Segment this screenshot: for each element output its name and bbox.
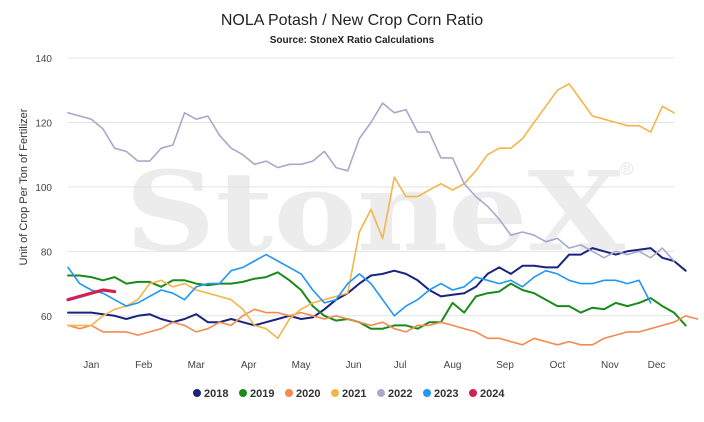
legend-marker-2018 xyxy=(193,389,201,397)
x-tick-label: Dec xyxy=(648,360,666,371)
chart-title: NOLA Potash / New Crop Corn Ratio xyxy=(221,12,483,29)
legend-marker-2021 xyxy=(331,389,339,397)
series-line-2020 xyxy=(67,308,699,346)
watermark-registered-mark: ® xyxy=(618,159,636,180)
x-tick-label: Feb xyxy=(135,360,153,371)
y-ticks: 60 80 100 120 140 xyxy=(35,54,52,323)
x-tick-label: Sep xyxy=(496,360,514,371)
x-tick-label: Oct xyxy=(550,360,566,371)
chart-subtitle: Source: StoneX Ratio Calculations xyxy=(270,35,435,46)
legend-marker-2020 xyxy=(285,389,293,397)
y-tick-label: 80 xyxy=(41,247,53,258)
x-tick-label: Aug xyxy=(444,360,462,371)
series-line-2022 xyxy=(67,102,675,262)
series-line-2019 xyxy=(67,271,687,330)
y-tick-label: 120 xyxy=(35,118,52,129)
legend-label-2018[interactable]: 2018 xyxy=(204,388,228,400)
y-tick-label: 140 xyxy=(35,54,52,65)
y-tick-label: 60 xyxy=(41,312,53,323)
legend-label-2024[interactable]: 2024 xyxy=(480,388,505,400)
series-line-2021 xyxy=(67,83,675,340)
legend-marker-2019 xyxy=(239,389,247,397)
x-tick-label: Jul xyxy=(394,360,407,371)
series-line-2018 xyxy=(67,247,687,327)
x-tick-label: Apr xyxy=(241,360,257,371)
x-tick-label: Mar xyxy=(188,360,206,371)
series-line-2024 xyxy=(66,288,117,302)
grid-layer xyxy=(68,57,674,317)
series-line-2023 xyxy=(67,253,652,317)
legend-label-2021[interactable]: 2021 xyxy=(342,388,366,400)
x-tick-label: May xyxy=(292,360,311,371)
legend-marker-2023 xyxy=(423,389,431,397)
legend-label-2023[interactable]: 2023 xyxy=(434,388,458,400)
series-layer xyxy=(66,83,699,346)
legend-label-2020[interactable]: 2020 xyxy=(296,388,320,400)
x-tick-label: Jan xyxy=(83,360,99,371)
legend-marker-2022 xyxy=(377,389,385,397)
x-tick-label: Nov xyxy=(601,360,619,371)
y-axis-label: Unit of Crop Per Ton of Fertilizer xyxy=(18,108,30,265)
watermark: StoneX xyxy=(125,147,626,276)
legend-label-2022[interactable]: 2022 xyxy=(388,388,412,400)
legend-label-2019[interactable]: 2019 xyxy=(250,388,274,400)
x-tick-label: Jun xyxy=(345,360,361,371)
legend-marker-2024 xyxy=(469,389,477,397)
y-tick-label: 100 xyxy=(35,183,52,194)
x-ticks: Jan Feb Mar Apr May Jun Jul Aug Sep Oct Nov Dec xyxy=(83,360,665,371)
legend: 2018 2019 2020 2021 2022 2023 2024 xyxy=(193,388,505,400)
